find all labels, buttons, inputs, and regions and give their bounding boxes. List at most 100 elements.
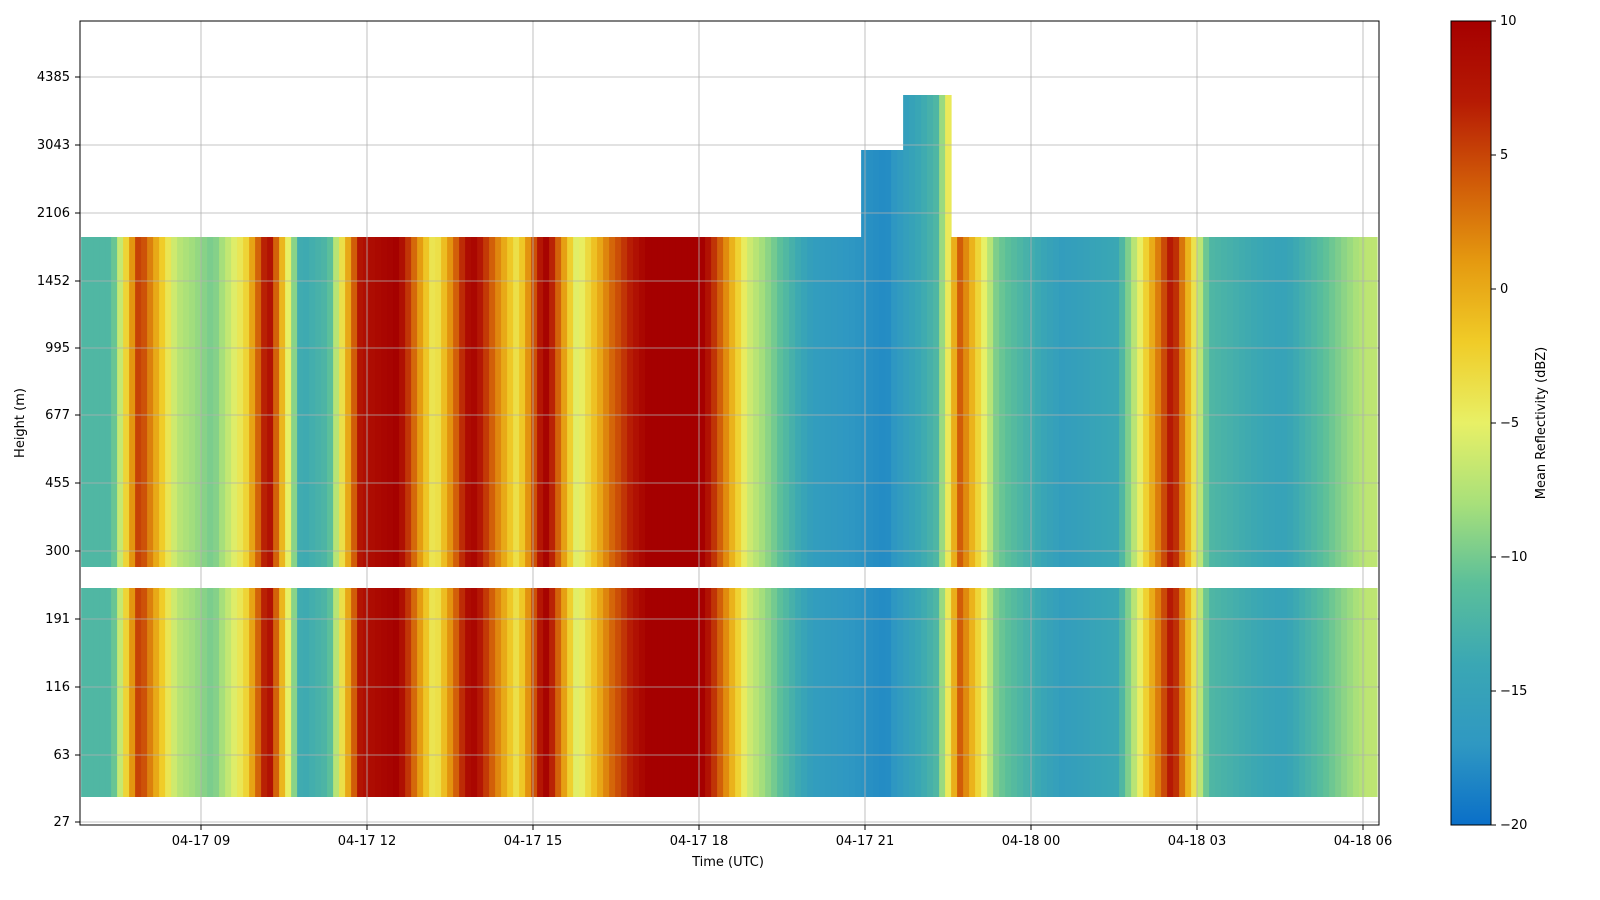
heatmap-cell — [189, 237, 196, 567]
heatmap-cell — [1089, 588, 1096, 797]
heatmap-cell — [1155, 588, 1162, 797]
heatmap-cell — [711, 588, 718, 797]
heatmap-cell — [1125, 237, 1132, 567]
heatmap-cell — [447, 588, 454, 797]
heatmap-cell — [1335, 588, 1342, 797]
heatmap-cell — [675, 237, 682, 567]
heatmap-cell — [981, 588, 988, 797]
colorbar — [1450, 20, 1492, 826]
heatmap-cell — [993, 237, 1000, 567]
y-tick-label: 995 — [45, 341, 70, 356]
heatmap-cell — [279, 237, 286, 567]
heatmap-cell — [147, 237, 154, 567]
heatmap-cell — [759, 588, 766, 797]
heatmap-cell — [909, 95, 916, 567]
heatmap-cell — [855, 588, 862, 797]
colorbar-tick-label: −10 — [1500, 550, 1527, 565]
heatmap-cell — [1287, 588, 1294, 797]
heatmap-cell — [885, 150, 892, 567]
heatmap-cell — [117, 588, 124, 797]
heatmap-cell — [633, 237, 640, 567]
heatmap-cell — [525, 588, 532, 797]
heatmap-cell — [789, 237, 796, 567]
heatmap-cell — [201, 588, 208, 797]
heatmap-cell — [1125, 588, 1132, 797]
heatmap-cell — [1071, 237, 1078, 567]
heatmap-cell — [1209, 237, 1216, 567]
heatmap-cell — [249, 588, 256, 797]
heatmap-cell — [405, 588, 412, 797]
heatmap-cell — [1353, 237, 1360, 567]
heatmap-cell — [321, 237, 328, 567]
heatmap-cell — [813, 588, 820, 797]
heatmap-cell — [549, 237, 556, 567]
heatmap-cell — [1065, 588, 1072, 797]
heatmap-cell — [627, 588, 634, 797]
heatmap-cell — [387, 237, 394, 567]
heatmap-cell — [753, 237, 760, 567]
heatmap-cell — [135, 588, 142, 797]
heatmap-cell — [249, 237, 256, 567]
heatmap-cell — [579, 237, 586, 567]
heatmap-cell — [1035, 588, 1042, 797]
heatmap-cell — [1011, 237, 1018, 567]
heatmap-cell — [129, 588, 136, 797]
heatmap-cell — [267, 588, 274, 797]
y-tick-label: 191 — [45, 612, 70, 627]
heatmap-cell — [933, 588, 940, 797]
heatmap-cell — [945, 95, 952, 567]
heatmap-cell — [1107, 588, 1114, 797]
heatmap-cell — [585, 237, 592, 567]
heatmap-cell — [819, 237, 826, 567]
heatmap-cell — [243, 237, 250, 567]
heatmap-cell — [309, 237, 316, 567]
heatmap-cell — [399, 237, 406, 567]
heatmap-cell — [471, 588, 478, 797]
heatmap-cell — [315, 588, 322, 797]
heatmap-cell — [915, 588, 922, 797]
heatmap-cell — [1047, 237, 1054, 567]
heatmap-cell — [639, 588, 646, 797]
heatmap-cell — [465, 588, 472, 797]
heatmap-cell — [1119, 237, 1126, 567]
heatmap-cell — [1317, 237, 1324, 567]
heatmap-cell — [627, 237, 634, 567]
heatmap-cell — [99, 588, 106, 797]
heatmap-cell — [597, 237, 604, 567]
x-axis-ticks: 04-17 09 04-17 12 04-17 15 04-17 18 04-17 21… — [172, 825, 1392, 849]
colorbar-tick-label: −5 — [1500, 416, 1519, 431]
heatmap-cell — [339, 588, 346, 797]
heatmap-cell — [1299, 588, 1306, 797]
heatmap-cell — [333, 588, 340, 797]
heatmap-cell — [699, 588, 706, 797]
heatmap-cell — [657, 237, 664, 567]
heatmap-cell — [705, 588, 712, 797]
heatmap-cell — [1131, 237, 1138, 567]
heatmap-cell — [369, 588, 376, 797]
heatmap-cell — [1269, 588, 1276, 797]
heatmap-cell — [177, 237, 184, 567]
heatmap-cell — [621, 588, 628, 797]
heatmap-cell — [165, 237, 172, 567]
y-tick-label: 3043 — [37, 138, 70, 153]
heatmap-cell — [225, 588, 232, 797]
heatmap-cell — [609, 588, 616, 797]
heatmap-cell — [681, 237, 688, 567]
heatmap-cell — [705, 237, 712, 567]
heatmap-cell — [81, 237, 88, 567]
heatmap-cell — [1263, 588, 1270, 797]
heatmap-cell — [801, 237, 808, 567]
heatmap-cell — [105, 237, 112, 567]
heatmap-cell — [921, 95, 928, 567]
heatmap-cell — [1203, 588, 1210, 797]
heatmap-cell — [1035, 237, 1042, 567]
heatmap-cell — [897, 588, 904, 797]
heatmap-cell — [1083, 588, 1090, 797]
heatmap-cell — [663, 588, 670, 797]
heatmap-cell — [663, 237, 670, 567]
heatmap-cell — [123, 237, 130, 567]
heatmap-cell — [111, 237, 118, 567]
heatmap-cell — [831, 588, 838, 797]
heatmap-cell — [1017, 588, 1024, 797]
heatmap-cell — [903, 95, 910, 567]
